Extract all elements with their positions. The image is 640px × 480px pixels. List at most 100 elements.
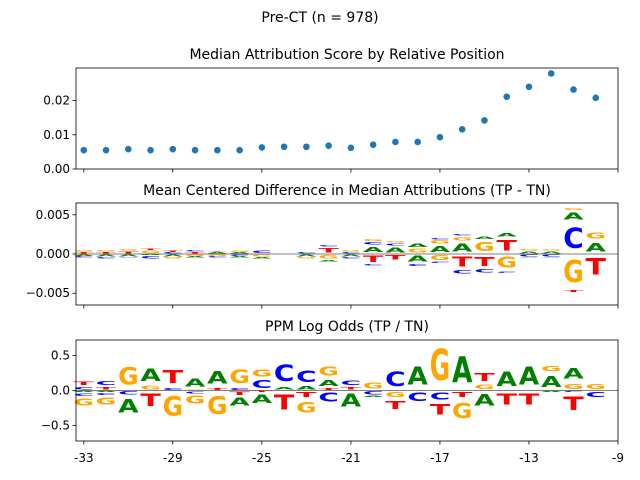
panel2-letter-C: C [207,256,227,258]
scatter-point [80,146,88,154]
panel3-letter-A: A [207,369,228,389]
panel3-letter-G: G [96,396,116,407]
scatter-point [414,138,421,146]
panel2-letter-T: T [185,252,206,254]
panel3-letter-A: A [274,386,295,390]
panel3-letter-T: T [519,391,541,409]
panel3-letter-G: G [74,397,94,408]
panel2-letter-G: G [229,251,249,253]
panel2-letter-A: A [118,254,139,257]
scatter-point [458,125,466,133]
panel3-plot-area: 0.50.0−0.5CTACGTCACGGCAGATCTGGACGTAGCGTA… [41,341,624,465]
panel2-letter-G: G [496,254,516,271]
panel3-xtick-label: -9 [612,451,624,465]
panel2-letter-C: C [363,264,383,266]
panel2-letter-T: T [385,254,406,261]
panel3-ytick-label: 0.5 [51,348,70,362]
panel3-letter-T: T [385,399,406,411]
panel3-letter-A: A [341,391,362,411]
panel3-letter-G: G [185,389,205,390]
panel2-letter-G: G [318,254,338,259]
panel3-xtick-label: -25 [252,451,272,465]
panel3-letter-C: C [363,390,383,395]
panel2-letter-C: C [452,270,472,275]
panel3-xtick-label: -21 [341,451,361,465]
panel3-xtick-label: -33 [74,451,94,465]
panel3-letter-C: C [163,387,183,390]
panel3-letter-T: T [430,402,451,419]
panel2-letter-C: C [519,254,539,257]
panel2-letter-T: T [118,251,139,254]
panel3-letter-T: T [563,393,583,415]
panel2-letter-A: A [207,252,228,254]
panel2-frame [75,202,619,306]
panel3-letter-G: G [140,385,160,391]
scatter-point [214,146,221,154]
scatter-point [325,142,332,150]
panel2-letter-A: A [430,245,452,254]
panel3-letter-G: G [452,400,472,423]
panel2-letter-A: A [563,211,584,222]
panel3-letter-C: C [586,390,606,398]
panel3-letter-G: G [385,391,405,399]
panel2-letter-T: T [96,252,117,254]
panel1-ytick-label: 0.00 [43,162,70,176]
panel2-letter-C: C [363,242,383,246]
scatter-point [436,133,444,141]
panel2-letter-C: C [185,250,205,252]
panel3-letter-A: A [252,393,273,406]
panel2-letter-A: A [541,257,562,258]
panel2-letter-C: C [96,257,116,259]
panel2-letter-G: G [563,208,583,211]
panel3-letter-G: G [563,383,583,391]
panel3-letter-G: G [296,399,316,416]
panel3-letter-C: C [74,386,94,390]
panel2-letter-T: T [363,254,383,264]
panel2-plot-area: 0.0050.000−0.005TGACTGACTGACGTACCTAGTCGA… [26,208,619,309]
panel2-letter-A: A [185,256,206,258]
scatter-point [525,83,533,91]
panel2-letter-C: C [318,245,338,247]
panel3-letter-G: G [185,394,205,406]
panel3-letter-G: G [318,364,338,379]
panel-median-attribution: Median Attribution Score by Relative Pos… [43,47,619,176]
panel2-letter-C: C [163,252,183,254]
panel3-letter-C: C [229,388,249,391]
panel1-frame [75,67,619,170]
panel3-letter-G: G [229,367,249,388]
panel2-letter-G: G [185,254,205,256]
panel2-letter-C: C [140,256,160,260]
panel2-letter-T: T [163,251,184,253]
scatter-point [592,94,600,102]
scatter-point [503,93,511,101]
panel2-letter-T: T [318,247,339,254]
panel2-letter-C: C [407,263,427,266]
panel3-letter-T: T [207,388,228,391]
panel3-letter-A: A [541,374,562,391]
panel3-letter-T: T [296,391,317,399]
panel2-letter-A: A [541,251,562,254]
panel3-letter-C: C [430,391,450,402]
panel3-letter-A: A [496,369,517,391]
panel3-letter-A: A [96,391,117,393]
panel2-ytick-label: −0.005 [26,286,70,300]
panel2-letter-G: G [563,254,583,290]
panel3-letter-C: C [318,391,338,405]
panel2-letter-A: A [229,256,250,258]
panel3-letter-T: T [229,391,250,397]
panel3-ytick-label: 0.0 [51,384,70,398]
panel2-ytick-label: 0.000 [36,247,70,261]
panel2-letter-C: C [430,238,450,240]
panel2-letter-C: C [474,269,494,274]
panel2-letter-C: C [341,252,361,254]
panel2-letter-C: C [541,254,561,257]
panel2-letter-A: A [341,254,362,257]
panel3-letter-A: A [318,379,338,388]
panel3-letter-T: T [341,386,362,390]
scatter-point [102,146,110,154]
scatter-point [169,145,177,153]
panel2-letter-G: G [207,254,227,256]
panel1-ytick-label: 0.01 [43,128,70,142]
panel2-letter-G: G [252,254,272,257]
panel1-plot-area: 0.00 0.01 0.02 [43,70,619,176]
